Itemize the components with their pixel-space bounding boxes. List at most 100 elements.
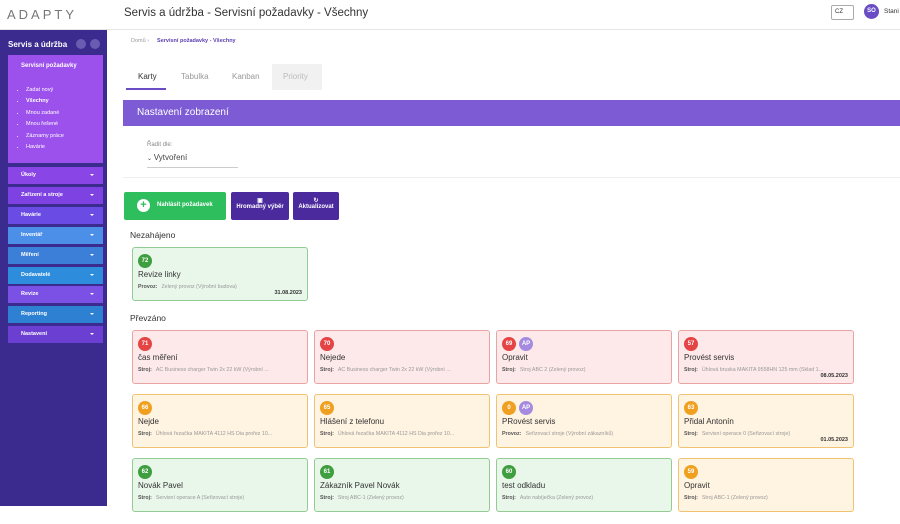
id-badge: 59 — [684, 465, 698, 479]
request-card[interactable]: 69 AP Opravit Stroj: Stroj ABC 2 (Zelený pro… — [496, 330, 672, 384]
request-card[interactable]: 60 test odkladu Stroj: Auto nabíječka (Zele… — [496, 458, 672, 512]
submenu-item[interactable]: Mnou zadané — [26, 108, 103, 119]
sidebar-title: Servis a údržba — [8, 40, 68, 49]
submenu-item[interactable]: Záznamy práce — [26, 131, 103, 142]
field-value: Úhlová bruska MAKITA 9558HN 125 mm (Skla… — [701, 367, 824, 373]
crumb: Servisní požadavky - Všechny — [157, 38, 236, 44]
refresh-button[interactable]: ↻ Aktualizovat — [293, 192, 339, 220]
open-section: Servisní požadavky Zadat novýVšechnyMnou… — [8, 55, 103, 163]
icon: ▣ — [257, 198, 263, 204]
settings-header[interactable]: Nastavení zobrazení — [123, 100, 900, 126]
card-grid: 72 Revize linky Provoz: Zelený provoz (Výro… — [132, 247, 900, 301]
bulk-button[interactable]: ▣ Hromadný výběr — [231, 192, 289, 220]
menu-section[interactable]: Měření — [8, 246, 103, 264]
user-name[interactable]: Stani — [884, 8, 899, 15]
group-title: Nezahájeno — [130, 230, 176, 240]
button-label: Aktualizovat — [298, 204, 334, 210]
card-title: Nejede — [320, 353, 346, 362]
card-field: Stroj: Úhlová řezačka MAKITA 4112 HS Dia … — [320, 431, 454, 437]
group-title: Převzáno — [130, 313, 166, 323]
card-field: Stroj: Servisní operace A (Seřizovací str… — [138, 495, 244, 501]
request-card[interactable]: 72 Revize linky Provoz: Zelený provoz (Výro… — [132, 247, 308, 301]
submenu-item[interactable]: Havárie — [26, 142, 103, 153]
request-card[interactable]: 0 AP PRovést servis Provoz: Seřizovací stroj… — [496, 394, 672, 448]
sidebar: Servis a údržba Servisní požadavky Zadat… — [0, 30, 107, 506]
section-label[interactable]: Servisní požadavky — [21, 63, 77, 69]
assignee-badge: AP — [519, 401, 533, 415]
submenu-item[interactable]: Zadat nový — [26, 85, 103, 96]
menu-section[interactable]: Úkoly — [8, 167, 103, 184]
card-title: Opravit — [502, 353, 528, 362]
menu-section[interactable]: Inventář — [8, 226, 103, 244]
request-card[interactable]: 66 Nejde Stroj: Úhlová řezačka MAKITA 4112 … — [132, 394, 308, 448]
card-field: Stroj: Úhlová řezačka MAKITA 4112 HS Dia … — [138, 431, 272, 437]
field-value: Servisní operace A (Seřizovací stroje) — [155, 495, 245, 501]
page-title: Servis a údržba - Servisní požadavky - V… — [124, 7, 369, 19]
request-card[interactable]: 70 Nejede Stroj: AC Business charger Twin 2… — [314, 330, 490, 384]
request-card[interactable]: 62 Novák Pavel Stroj: Servisní operace A (S… — [132, 458, 308, 512]
menu-section[interactable]: Reporting — [8, 306, 103, 324]
settings-panel — [123, 126, 900, 178]
field-value: Stroj ABC 2 (Zelený provoz) — [519, 367, 586, 373]
tab[interactable]: Karty — [126, 64, 166, 90]
card-title: Opravit — [684, 481, 710, 490]
card-title: Revize linky — [138, 270, 181, 279]
card-field: Stroj: Stroj ABC 2 (Zelený provoz) — [502, 367, 586, 373]
field-label: Provoz: — [502, 431, 522, 437]
card-field: Stroj: AC Business charger Twin 2x 22 kW … — [320, 367, 451, 373]
request-card[interactable]: 63 Přidal Antonín Stroj: Servisní operace 0… — [678, 394, 854, 448]
avatar[interactable]: SO — [864, 4, 879, 19]
close-button[interactable] — [90, 39, 100, 49]
field-label: Stroj: — [320, 431, 334, 437]
request-card[interactable]: 57 Provést servis Stroj: Úhlová bruska MAKI… — [678, 330, 854, 384]
field-label: Stroj: — [320, 495, 334, 501]
report-button[interactable]: + Nahlásit požadavek — [124, 192, 226, 220]
logo[interactable]: ADAPTY — [0, 0, 107, 30]
assignee-badge: AP — [519, 337, 533, 351]
sort-select[interactable]: ⌄ Vytvoření — [147, 153, 238, 168]
pin-button[interactable] — [76, 39, 86, 49]
button-label: Hromadný výběr — [236, 204, 284, 210]
request-card[interactable]: 59 Opravit Stroj: Stroj ABC-1 (Zelený provo… — [678, 458, 854, 512]
card-field: Stroj: Auto nabíječka (Zelený provoz) — [502, 495, 593, 501]
card-title: test odkladu — [502, 481, 546, 490]
card-field: Stroj: AC Business charger Twin 2x 22 kW … — [138, 367, 269, 373]
field-label: Stroj: — [502, 367, 516, 373]
field-label: Stroj: — [138, 495, 152, 501]
field-value: Seřizovací stroje (Výrobní zákazníků) — [525, 431, 614, 437]
card-title: Novák Pavel — [138, 481, 183, 490]
crumb[interactable]: Domů — [131, 38, 146, 44]
tab[interactable]: Priority — [272, 64, 322, 90]
card-title: Nejde — [138, 417, 159, 426]
card-title: Přidal Antonín — [684, 417, 734, 426]
field-value: Stroj ABC-1 (Zelený provoz) — [701, 495, 768, 501]
request-card[interactable]: 61 Zákazník Pavel Novák Stroj: Stroj ABC-1 … — [314, 458, 490, 512]
card-title: čas měření — [138, 353, 178, 362]
breadcrumb: Domů › Servisní požadavky - Všechny — [131, 38, 236, 44]
menu-section[interactable]: Nastavení — [8, 326, 103, 344]
menu-section[interactable]: Zařízení a stroje — [8, 186, 103, 204]
language-select[interactable]: CZ — [831, 5, 854, 20]
field-value: Servisní operace 0 (Seřizovací stroje) — [701, 431, 791, 437]
id-badge: 60 — [502, 465, 516, 479]
tab[interactable]: Tabulka — [181, 72, 209, 81]
menu-section[interactable]: Dodavatelé — [8, 266, 103, 284]
sort-label: Řadit dle: — [147, 142, 173, 148]
card-field: Stroj: Stroj ABC-1 (Zelený provoz) — [684, 495, 768, 501]
menu-section[interactable]: Havárie — [8, 206, 103, 224]
field-value: Auto nabíječka (Zelený provoz) — [519, 495, 594, 501]
card-field: Provoz: Zelený provoz (Výrobní budova) — [138, 284, 237, 290]
page: ADAPTY Servis a údržba Servisní požadavk… — [0, 0, 900, 506]
request-card[interactable]: 65 Hlášení z telefonu Stroj: Úhlová řezačka… — [314, 394, 490, 448]
field-label: Stroj: — [502, 495, 516, 501]
tab[interactable]: Kanban — [232, 72, 260, 81]
card-grid: 71 čas měření Stroj: AC Business charger Tw… — [132, 330, 900, 512]
id-badge: 72 — [138, 254, 152, 268]
icon: ↻ — [313, 198, 319, 204]
submenu-item[interactable]: Mnou řešené — [26, 119, 103, 130]
submenu-item[interactable]: Všechny — [26, 96, 103, 107]
id-badge: 62 — [138, 465, 152, 479]
menu-section[interactable]: Revize — [8, 286, 103, 304]
id-badge: 61 — [320, 465, 334, 479]
request-card[interactable]: 71 čas měření Stroj: AC Business charger Tw… — [132, 330, 308, 384]
